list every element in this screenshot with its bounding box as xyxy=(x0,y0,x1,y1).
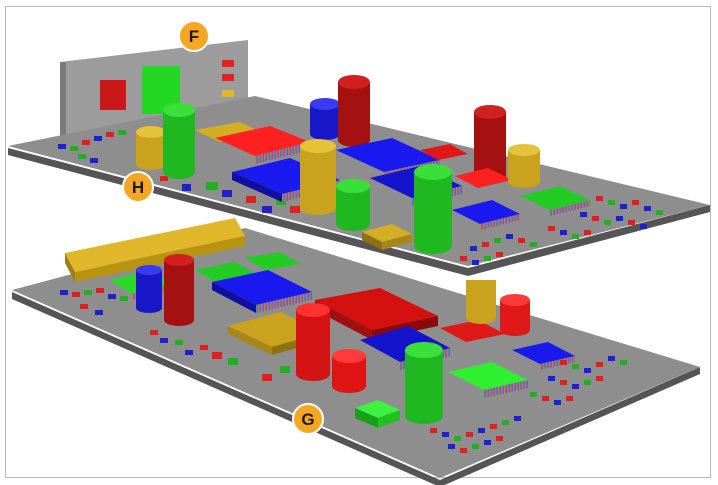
upper-small-parts-right xyxy=(460,196,663,265)
upper-back-panel xyxy=(60,40,248,150)
upper-red-chip xyxy=(215,126,310,164)
lower-darkred-cylinder-left xyxy=(164,254,194,326)
upper-green-chip-right xyxy=(520,186,590,216)
callout-g-label: G xyxy=(301,410,314,429)
gold-bar-block xyxy=(65,218,245,282)
lower-blue-chip-small xyxy=(512,342,575,370)
lower-small-parts-right xyxy=(430,356,627,453)
callout-g: G xyxy=(292,403,324,435)
callout-f-label: F xyxy=(189,27,199,46)
lower-green-chip-bottom xyxy=(448,362,528,398)
lower-red-chip-right xyxy=(440,320,505,342)
lower-green-cylinder xyxy=(405,342,443,424)
upper-gold-cylinder-right xyxy=(508,144,540,188)
lower-gold-cylinder xyxy=(466,280,496,324)
lower-board xyxy=(12,218,700,485)
upper-darkred-cylinder xyxy=(338,75,370,147)
upper-blue-cylinder xyxy=(310,98,340,140)
upper-green-cylinder-left xyxy=(163,103,195,179)
callout-h-label: H xyxy=(132,178,144,197)
lower-blue-chip-large xyxy=(212,270,312,313)
upper-gold-cylinder-left xyxy=(136,126,166,170)
callout-f: F xyxy=(178,20,210,52)
lower-red-cylinder-short xyxy=(332,349,366,393)
upper-green-cylinder-tall xyxy=(414,164,452,254)
callout-h: H xyxy=(122,171,154,203)
lower-red-cylinder-right xyxy=(500,294,530,336)
upper-gold-cylinder-mid xyxy=(300,139,336,215)
lower-red-cylinder-tall xyxy=(296,303,330,381)
upper-green-cylinder-short xyxy=(336,179,370,231)
lower-green-cube xyxy=(355,400,400,428)
upper-red-chip-right xyxy=(420,144,512,188)
upper-gold-block-front xyxy=(362,224,412,250)
upper-board xyxy=(8,40,710,276)
lower-board-side xyxy=(12,292,700,485)
lower-blue-cylinder xyxy=(136,265,162,313)
lower-small-parts-left xyxy=(60,288,290,381)
upper-blue-chip-front xyxy=(452,200,520,230)
